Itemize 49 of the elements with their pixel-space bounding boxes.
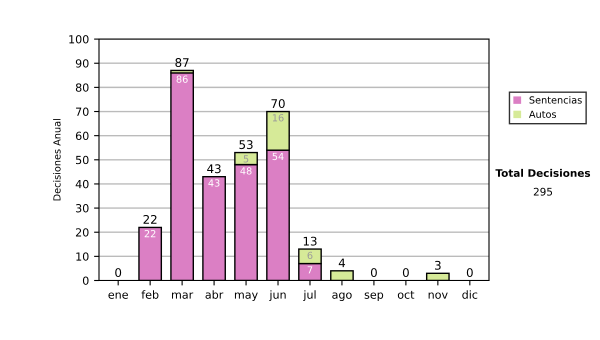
y-tick-label: 30 — [76, 204, 89, 212]
data-label: 86 — [176, 75, 188, 83]
data-label: 6 — [308, 252, 312, 260]
x-tick-label: nov — [428, 292, 448, 299]
x-tick-label: ago — [332, 292, 352, 301]
text: Total Decisiones — [495, 168, 590, 177]
data-label: 5 — [244, 155, 248, 162]
total-label: 0 — [466, 268, 473, 278]
total-label: 4 — [338, 258, 346, 268]
x-tick-label: mar — [172, 292, 194, 299]
total-label: 0 — [370, 268, 377, 278]
data-label: 43 — [208, 179, 220, 187]
x-tick-label: abr — [206, 290, 224, 299]
y-tick-label: 70 — [76, 107, 89, 116]
data-label: 22 — [144, 230, 156, 238]
y-axis-title: Decisiones Anual — [53, 119, 61, 200]
total-label: 22 — [144, 214, 156, 224]
legend-label: Sentencias — [530, 96, 582, 104]
total-label: 0 — [115, 268, 122, 278]
total-label: 43 — [207, 164, 221, 174]
x-tick-label: ene — [108, 292, 128, 299]
text: 295 — [534, 188, 552, 196]
total-label: 13 — [304, 236, 317, 246]
data-label: 48 — [240, 167, 252, 175]
total-label: 3 — [434, 260, 441, 270]
legend-label: Autos — [528, 110, 556, 118]
x-tick-label: oct — [398, 290, 414, 299]
x-tick-label: feb — [142, 290, 158, 299]
x-tick-label: sep — [364, 292, 384, 301]
data-label: 7 — [308, 266, 312, 274]
y-tick-label: 50 — [76, 156, 89, 164]
y-tick-label: 0 — [82, 276, 89, 285]
total-label: 70 — [271, 99, 285, 108]
x-tick-label: dic — [462, 290, 478, 299]
y-tick-label: 80 — [76, 83, 89, 92]
y-tick-label: 20 — [76, 228, 89, 237]
y-tick-label: 40 — [76, 180, 89, 188]
x-tick-label: jul — [303, 290, 316, 301]
y-tick-label: 100 — [69, 35, 89, 44]
y-tick-label: 60 — [76, 132, 89, 140]
y-tick-label: 90 — [76, 59, 89, 68]
total-label: 53 — [239, 140, 253, 150]
total-label: 87 — [175, 58, 189, 67]
data-label: 54 — [272, 152, 284, 160]
total-label: 0 — [402, 268, 409, 278]
x-tick-label: may — [234, 292, 258, 301]
x-tick-label: jun — [269, 290, 286, 301]
y-tick-label: 10 — [76, 252, 89, 261]
data-label: 16 — [272, 114, 284, 122]
